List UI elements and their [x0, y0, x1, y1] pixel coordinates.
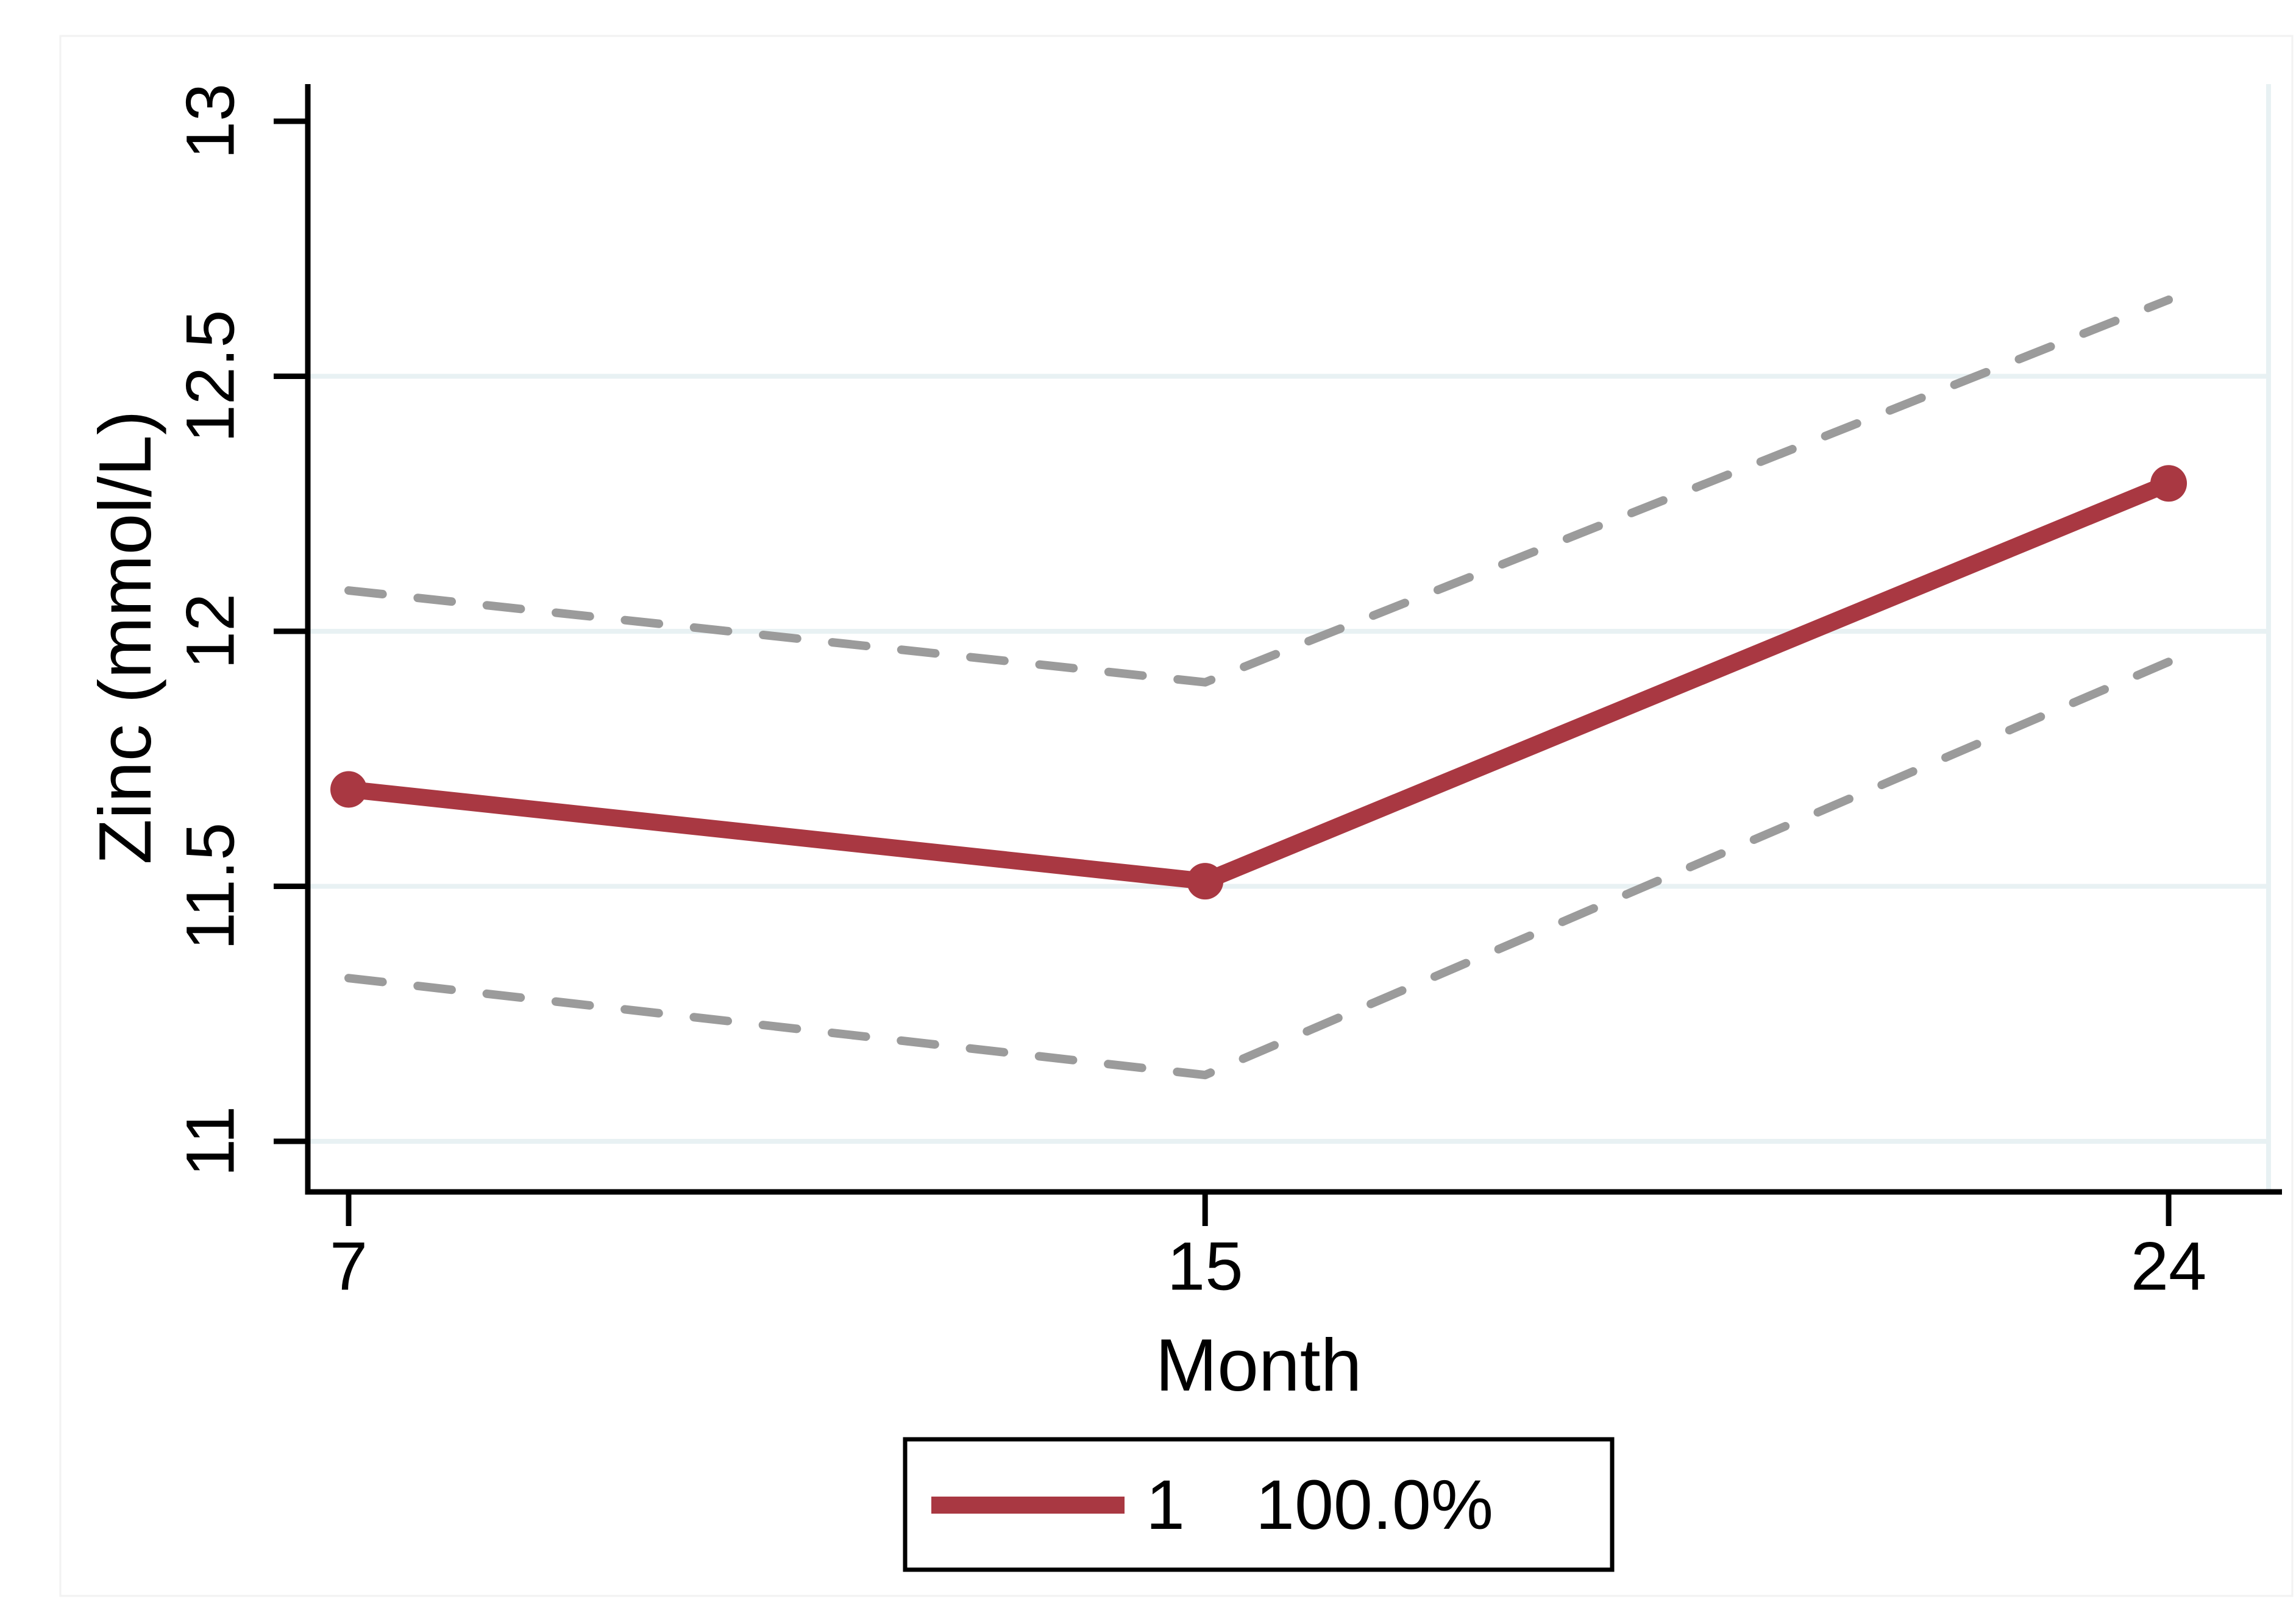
y-tick-label: 13	[172, 83, 249, 160]
y-tick-label: 12.5	[172, 310, 249, 443]
y-tick-label: 12	[172, 594, 249, 670]
y-tick-label: 11.5	[172, 823, 249, 951]
x-tick-label: 24	[2131, 1228, 2207, 1305]
figure-border	[59, 35, 2294, 1597]
plot-area: 11 11.5 12 12.5 13 7 15 24	[172, 83, 2282, 1305]
x-tick-label: 7	[330, 1228, 368, 1305]
series-line-ci-lower	[344, 657, 2173, 1080]
series-line-ci-upper	[344, 295, 2173, 687]
data-point-marker	[2150, 465, 2188, 502]
y-axis-title: Zinc (mmol/L)	[84, 410, 166, 865]
data-point-marker	[330, 771, 367, 808]
x-axis-title: Month	[1155, 1324, 1362, 1406]
data-point-marker	[1187, 863, 1224, 900]
series-line-mean	[340, 475, 2178, 890]
legend: 1 100.0%	[903, 1437, 1615, 1572]
x-tick-label: 15	[1167, 1228, 1243, 1305]
legend-item-label: 1	[1146, 1466, 1185, 1544]
y-tick-label: 11	[172, 1106, 249, 1177]
legend-item-value: 100.0%	[1256, 1466, 1493, 1544]
